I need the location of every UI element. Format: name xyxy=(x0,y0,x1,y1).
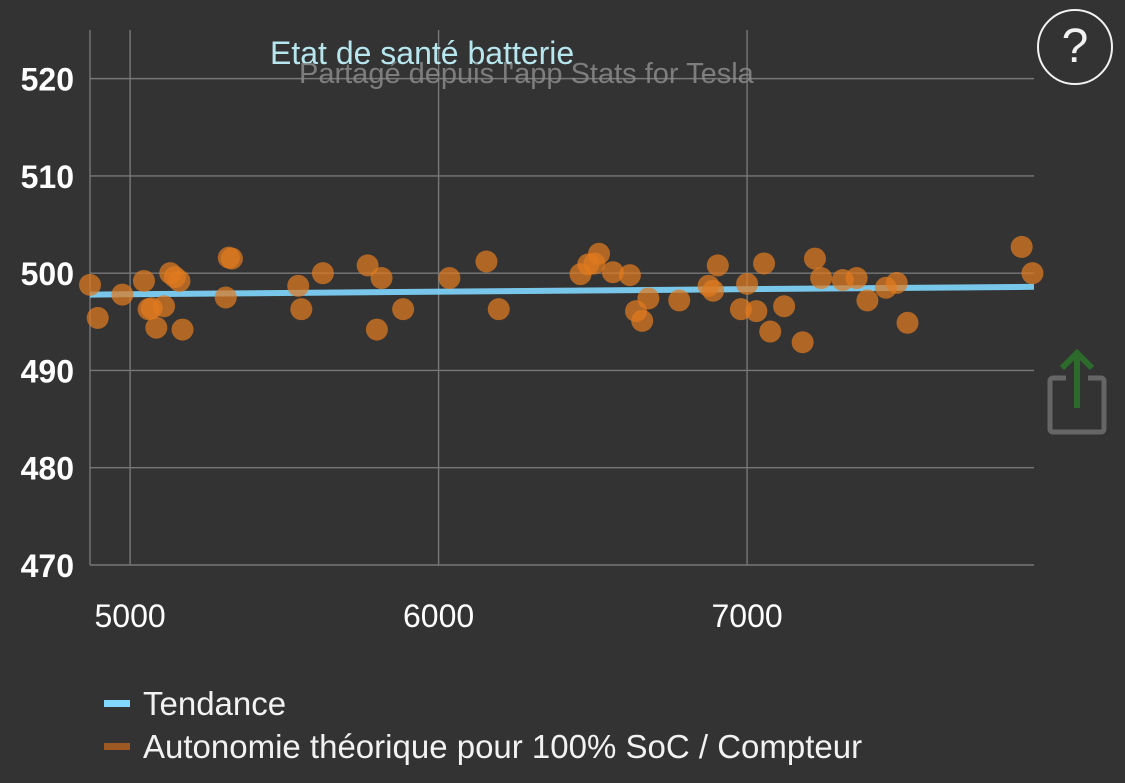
data-point xyxy=(392,298,415,321)
legend-label-trend: Tendance xyxy=(143,684,287,722)
data-point xyxy=(79,273,101,296)
y-tick-label: 500 xyxy=(21,256,74,292)
data-point xyxy=(753,252,776,275)
data-point xyxy=(132,269,155,292)
data-point xyxy=(773,295,796,318)
help-button[interactable]: ? xyxy=(1037,9,1113,85)
x-tick-label: 6000 xyxy=(403,598,474,634)
data-point xyxy=(668,289,691,312)
share-button[interactable] xyxy=(1044,346,1110,438)
data-point xyxy=(631,309,654,332)
data-point xyxy=(810,267,833,290)
data-point xyxy=(845,267,868,290)
data-point xyxy=(171,318,194,341)
chart-title: Etat de santé batterie xyxy=(270,35,574,71)
data-point xyxy=(290,298,313,321)
data-point xyxy=(356,254,379,277)
grid xyxy=(89,30,1034,566)
data-point xyxy=(311,262,334,285)
data-point xyxy=(803,247,826,270)
data-point xyxy=(487,298,510,321)
data-point xyxy=(588,242,611,265)
data-point xyxy=(856,289,879,312)
legend-swatch-range xyxy=(104,743,130,750)
data-point xyxy=(745,300,768,323)
y-tick-label: 520 xyxy=(21,62,74,98)
data-point xyxy=(214,286,237,309)
y-tick-label: 510 xyxy=(21,159,74,195)
data-point xyxy=(896,311,919,334)
legend-item-trend: Tendance xyxy=(104,682,862,725)
data-point xyxy=(153,295,176,318)
chart-subtitle: Partagé depuis l'app Stats for Tesla xyxy=(299,58,755,90)
data-point xyxy=(759,320,782,343)
scatter-series xyxy=(79,235,1044,354)
data-point xyxy=(145,316,168,339)
legend: Tendance Autonomie théorique pour 100% S… xyxy=(104,682,862,768)
data-point xyxy=(736,272,759,295)
data-point xyxy=(220,247,243,270)
data-point xyxy=(702,279,725,302)
legend-swatch-trend xyxy=(104,700,130,707)
data-point xyxy=(791,331,814,354)
data-point xyxy=(601,261,624,284)
data-point xyxy=(1010,235,1033,258)
data-point xyxy=(637,287,660,310)
share-icon xyxy=(1047,348,1107,435)
legend-item-range: Autonomie théorique pour 100% SoC / Comp… xyxy=(104,725,862,768)
y-tick-label: 490 xyxy=(21,353,74,389)
data-point xyxy=(706,254,729,277)
data-point xyxy=(885,271,908,294)
data-point xyxy=(370,267,393,290)
data-point xyxy=(618,264,641,287)
data-point xyxy=(365,318,388,341)
x-tick-label: 7000 xyxy=(712,598,783,634)
data-point xyxy=(168,269,191,292)
y-tick-label: 480 xyxy=(21,451,74,487)
data-point xyxy=(1021,262,1044,285)
data-point xyxy=(86,306,109,329)
axes: 470 480 490 500 510 520 5000 6000 7000 xyxy=(21,62,783,634)
data-point xyxy=(438,267,461,290)
data-point xyxy=(475,250,498,273)
data-point xyxy=(111,283,134,306)
x-tick-label: 5000 xyxy=(95,598,166,634)
legend-label-range: Autonomie théorique pour 100% SoC / Comp… xyxy=(143,727,863,765)
data-point xyxy=(287,274,310,297)
y-tick-label: 470 xyxy=(21,548,74,584)
